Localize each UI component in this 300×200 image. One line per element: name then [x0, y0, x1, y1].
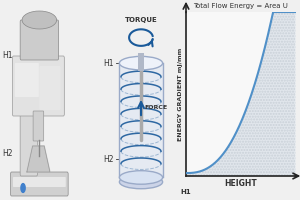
- Polygon shape: [27, 146, 50, 172]
- FancyBboxPatch shape: [33, 111, 44, 141]
- Bar: [119, 63, 163, 177]
- Text: H1: H1: [103, 59, 114, 68]
- Text: H2: H2: [2, 150, 12, 158]
- FancyBboxPatch shape: [15, 63, 39, 97]
- Ellipse shape: [22, 11, 57, 29]
- Text: H1: H1: [2, 51, 12, 60]
- FancyBboxPatch shape: [20, 108, 38, 176]
- Text: FORCE: FORCE: [144, 105, 167, 110]
- FancyBboxPatch shape: [11, 172, 68, 196]
- Ellipse shape: [119, 175, 163, 189]
- FancyBboxPatch shape: [13, 177, 66, 187]
- FancyBboxPatch shape: [20, 20, 58, 60]
- Y-axis label: ENERGY GRADIENT mJ/mm: ENERGY GRADIENT mJ/mm: [178, 47, 183, 141]
- Bar: [138, 53, 144, 71]
- Circle shape: [21, 184, 25, 192]
- Ellipse shape: [119, 56, 163, 70]
- X-axis label: HEIGHT: HEIGHT: [224, 179, 257, 188]
- Text: TORQUE: TORQUE: [124, 17, 158, 23]
- FancyBboxPatch shape: [13, 56, 64, 116]
- Text: H2: H2: [103, 155, 114, 164]
- Ellipse shape: [119, 171, 163, 184]
- FancyBboxPatch shape: [39, 66, 61, 110]
- Title: Total Flow Energy = Area U: Total Flow Energy = Area U: [193, 3, 288, 9]
- Text: H1: H1: [181, 189, 191, 195]
